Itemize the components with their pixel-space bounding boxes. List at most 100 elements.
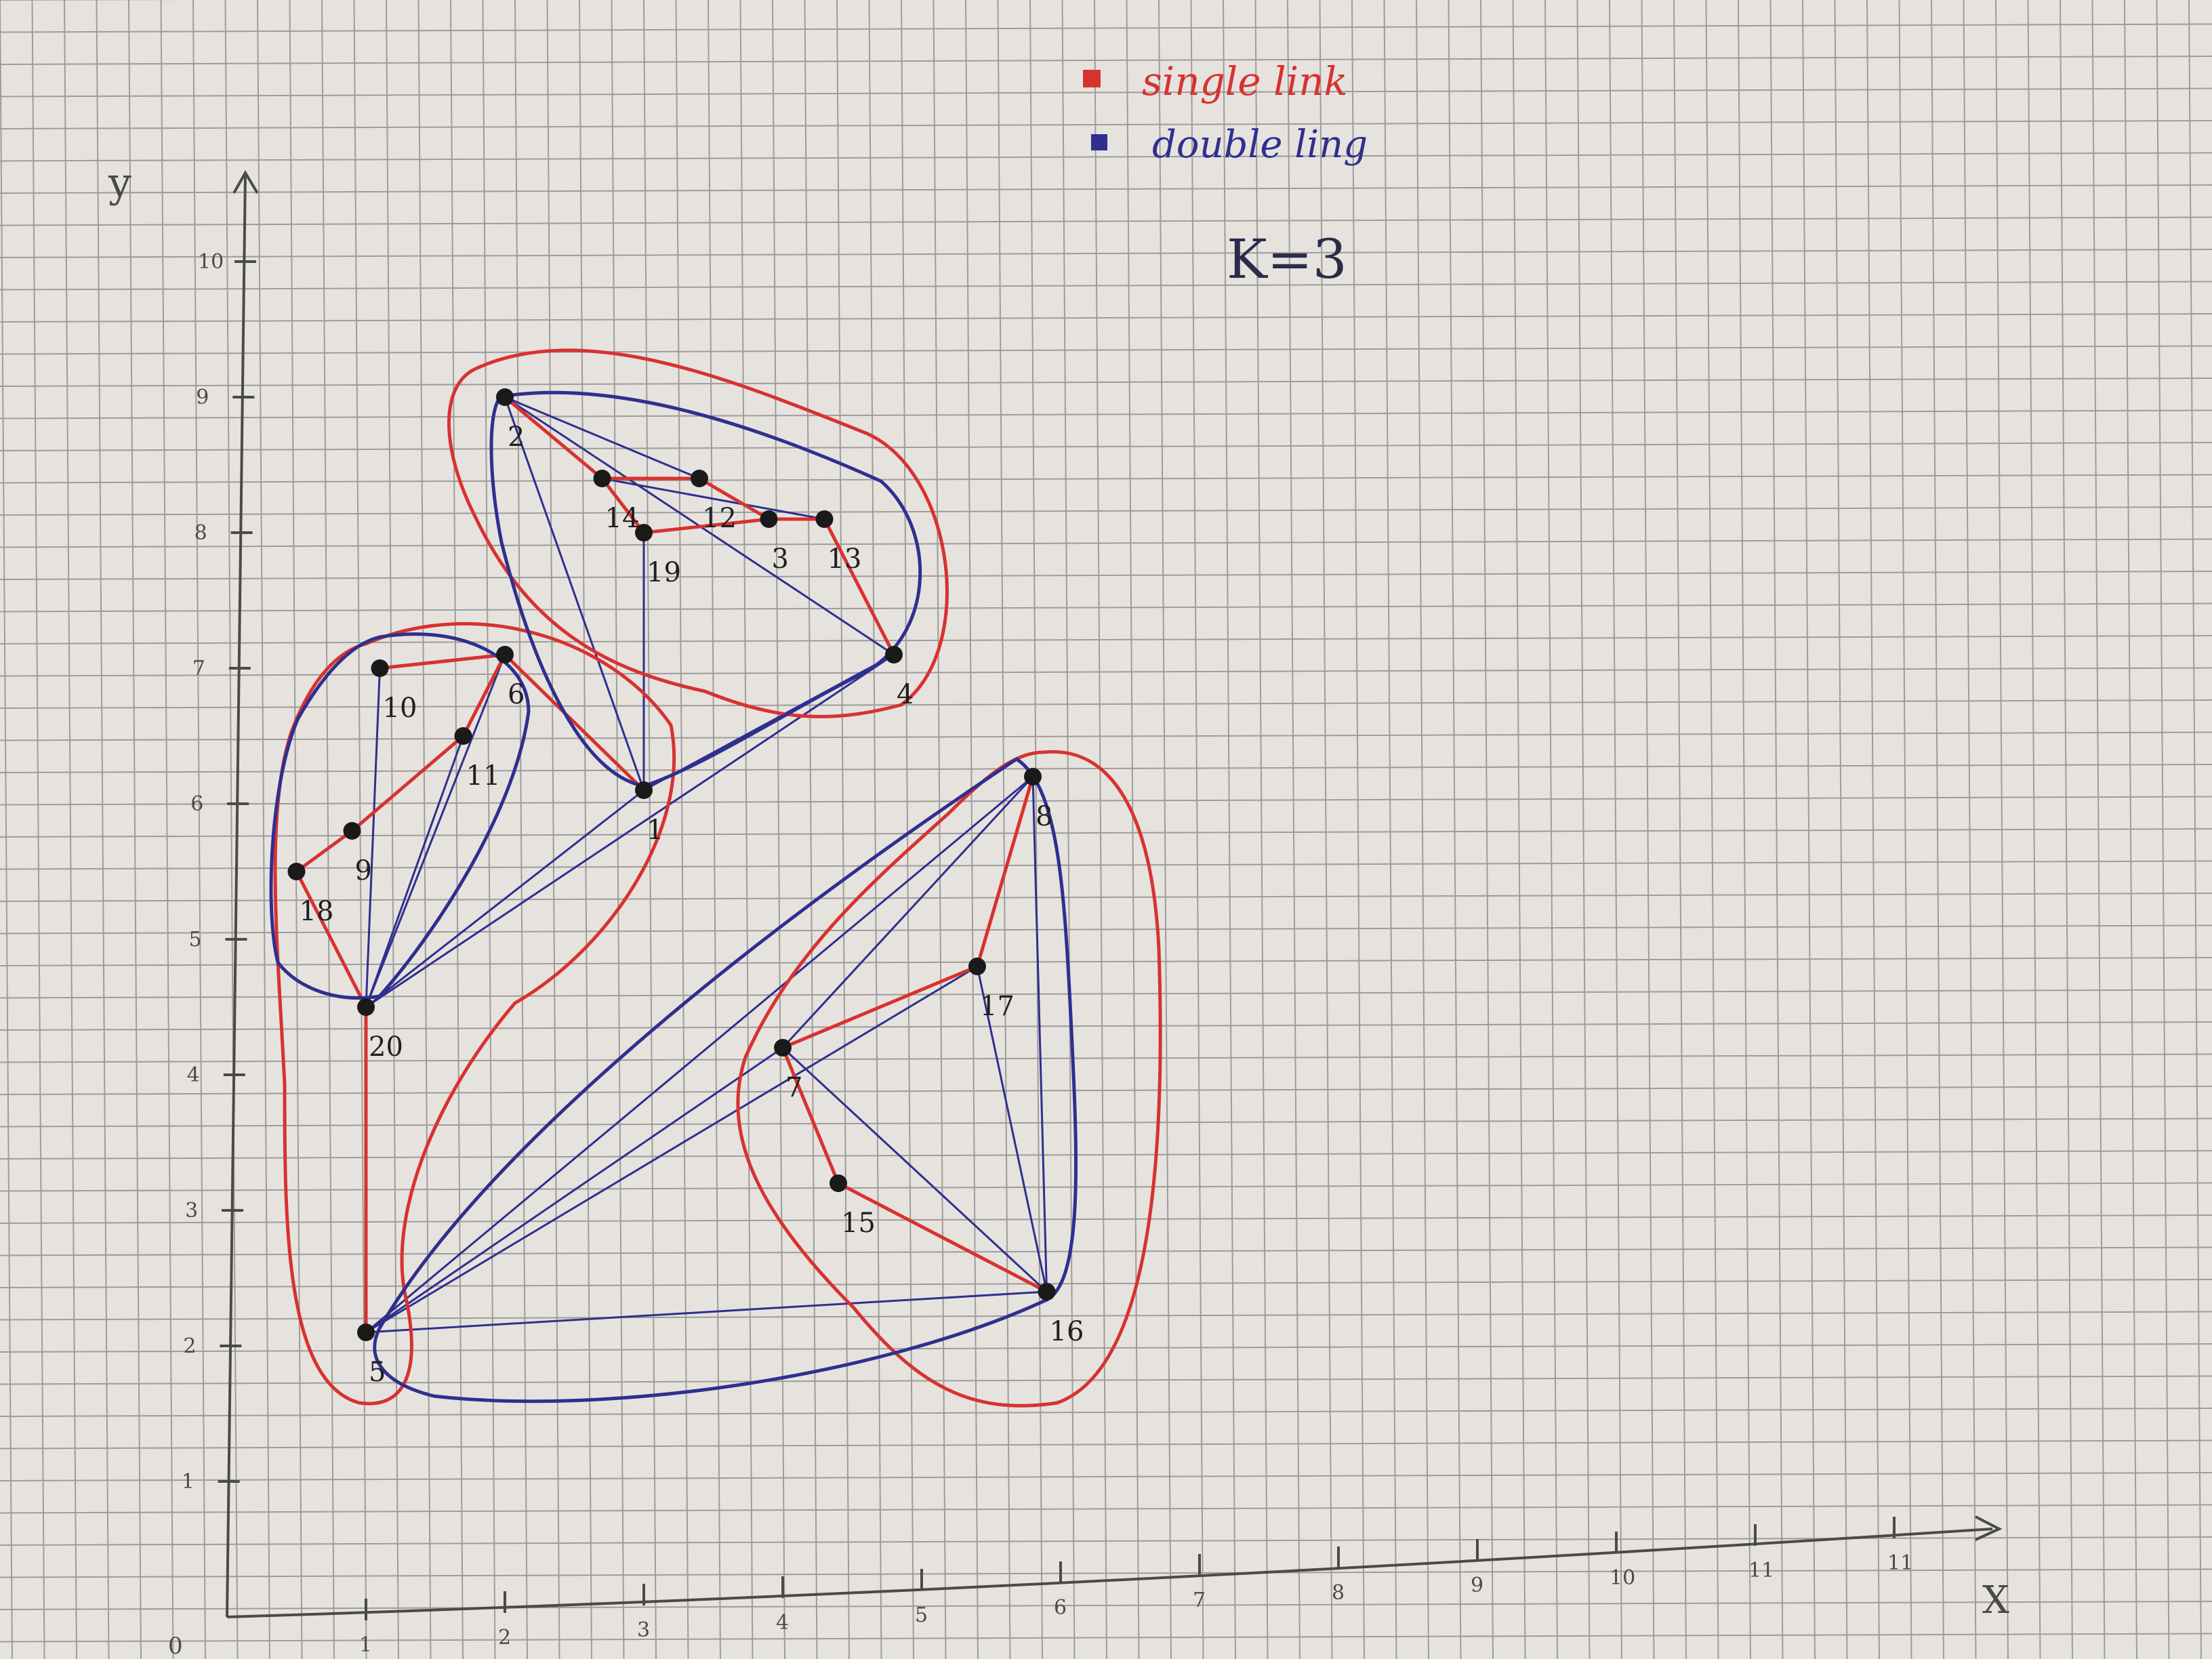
grid-line-horizontal [0, 1053, 2212, 1063]
single-link-edge [975, 775, 1035, 968]
point-label: 7 [785, 1072, 802, 1103]
grid-line-horizontal [0, 120, 2212, 129]
legend-label-single-link: single link [1142, 58, 1348, 104]
x-tick-label: 1 [359, 1633, 372, 1657]
y-axis-arrow [232, 170, 259, 194]
point-label: 8 [1036, 801, 1052, 832]
grid-line-horizontal [0, 1311, 2212, 1321]
grid-line-vertical [1576, 0, 1591, 1659]
point-label: 13 [827, 544, 862, 575]
point-marker [968, 958, 986, 975]
single-link-edges [295, 395, 1048, 1334]
single-link-edge [350, 734, 465, 833]
point-label: 20 [369, 1031, 403, 1063]
grid-line-vertical [901, 0, 914, 1659]
grid-line-horizontal [0, 1633, 2212, 1643]
grid-line-vertical [1416, 0, 1429, 1659]
grid-line-horizontal [0, 828, 2212, 838]
grid-line-horizontal [0, 1021, 2212, 1031]
point-marker [357, 998, 375, 1016]
grid-line-horizontal [0, 506, 2212, 516]
complete-link-edge [976, 965, 1048, 1293]
y-tick-label: 10 [198, 250, 224, 274]
grid-line-vertical [257, 0, 270, 1659]
x-tick-label: 2 [498, 1626, 511, 1650]
point-label: 10 [383, 693, 417, 724]
complete-link-edge [504, 396, 701, 480]
grid-line-vertical [1512, 0, 1526, 1659]
point-marker [287, 863, 306, 880]
grid-line-horizontal [0, 1375, 2212, 1385]
grid-line-vertical [1673, 0, 1687, 1659]
grid-line-vertical [1061, 0, 1076, 1659]
grid-line-vertical [1126, 0, 1140, 1659]
y-tick-label: 3 [185, 1199, 198, 1223]
grid-line-vertical [160, 0, 174, 1659]
y-tick-label: 2 [183, 1334, 196, 1358]
point-marker [635, 781, 653, 799]
grid-line-vertical [965, 0, 979, 1659]
grid-line-vertical [1544, 0, 1558, 1659]
complete-link-edge [365, 789, 645, 1008]
grid-line-vertical [643, 0, 657, 1659]
grid-line-horizontal [0, 281, 2212, 291]
complete-link-cluster-bottom-outline [373, 756, 1078, 1404]
point-label: 4 [897, 679, 914, 710]
y-tick-label: 1 [182, 1470, 194, 1494]
grid-line-horizontal [0, 313, 2212, 323]
grid-line-horizontal [0, 377, 2212, 387]
single-link-edge [781, 964, 979, 1050]
grid-line-horizontal [0, 1408, 2212, 1417]
complete-link-edge [1031, 775, 1048, 1293]
grid-line-vertical [1769, 0, 1784, 1659]
point-label: 16 [1050, 1316, 1084, 1347]
grid-line-vertical [1190, 0, 1204, 1659]
grid-line-vertical [1351, 0, 1365, 1659]
x-tick-label: 11 [1748, 1559, 1774, 1582]
grid-line-horizontal [0, 1601, 2212, 1610]
x-axis-ticks: 1 2 3 4 5 6 7 8 9 10 11 11 [359, 1517, 1913, 1657]
point-marker [496, 646, 514, 663]
x-tick-label: 5 [915, 1603, 928, 1627]
x-tick-label: 10 [1610, 1566, 1635, 1590]
grid-line-horizontal [0, 216, 2212, 226]
point-marker [1024, 768, 1042, 785]
complete-link-edge [365, 735, 464, 1008]
grid-line-horizontal [0, 893, 2212, 902]
point-label: 6 [508, 679, 525, 710]
grid-line-vertical [1319, 0, 1333, 1659]
grid-line-vertical [224, 0, 239, 1659]
grid-line-vertical [1254, 0, 1269, 1659]
point-marker [815, 510, 834, 528]
grid-line-vertical [868, 0, 882, 1659]
grid-line-horizontal [0, 23, 2212, 33]
point-marker [760, 510, 778, 528]
grid-line-horizontal [0, 1568, 2212, 1578]
grid-line-vertical [1383, 0, 1397, 1659]
k-label: K=3 [1227, 228, 1347, 291]
point-marker [371, 659, 389, 677]
point-marker [774, 1039, 792, 1057]
point-marker [830, 1174, 847, 1192]
grid-line-vertical [1738, 0, 1751, 1659]
grid-line-horizontal [0, 1086, 2212, 1095]
grid-line-vertical [1029, 0, 1043, 1659]
grid-line-vertical [1094, 0, 1107, 1659]
grid-line-vertical [64, 0, 77, 1659]
grid-line-vertical [675, 0, 689, 1659]
point-marker [885, 646, 903, 663]
grid-line-horizontal [0, 1439, 2212, 1450]
grid-line-horizontal [0, 474, 2212, 484]
grid-line-vertical [0, 0, 13, 1659]
grid-line-horizontal [0, 538, 2212, 548]
y-axis-line [226, 172, 247, 1618]
complete-link-edges [295, 396, 1048, 1334]
point-marker [357, 1324, 375, 1341]
grid-line-vertical [997, 0, 1011, 1659]
x-axis-label: X [1982, 1578, 2009, 1622]
point-label: 18 [300, 896, 334, 927]
point-label: 11 [466, 760, 501, 792]
y-tick-label: 5 [189, 928, 202, 951]
single-link-cluster-left-outline [273, 621, 676, 1406]
